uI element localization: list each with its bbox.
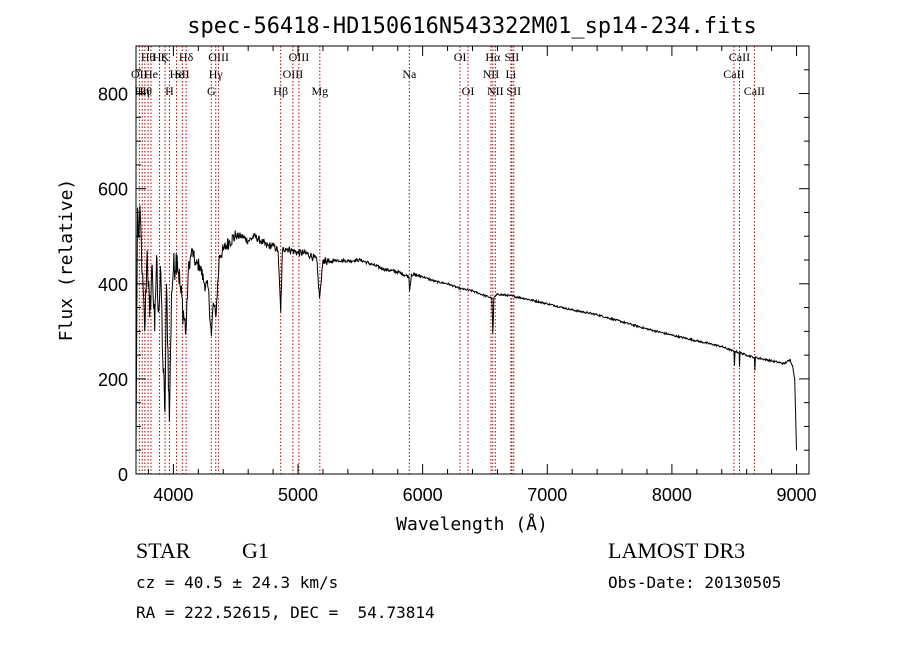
y-tick-label: 200	[98, 370, 128, 390]
x-tick-label: 7000	[527, 485, 567, 505]
spectral-line-label: Hβ	[273, 84, 288, 98]
spectral-line-label: OIII	[283, 67, 304, 81]
spectral-line-label: Hη	[135, 84, 150, 98]
x-tick-label: 8000	[652, 485, 692, 505]
plot-frame	[135, 45, 810, 475]
spectral-line-label: Hδ	[179, 50, 194, 64]
x-tick-label: 9000	[777, 485, 817, 505]
x-tick-label: 4000	[153, 485, 193, 505]
y-tick-label: 600	[98, 180, 128, 200]
spectral-line-label: Hα	[485, 50, 501, 64]
spectral-line-label: NII	[487, 84, 504, 98]
chart-title: spec-56418-HD150616N543322M01_sp14-234.f…	[187, 14, 757, 39]
flux-series-line	[135, 205, 797, 451]
redshift-readout: cz = 40.5 ± 24.3 km/s	[136, 573, 339, 592]
spectral-line-label: CaII	[729, 50, 750, 64]
x-axis-label: Wavelength (Å)	[396, 513, 548, 535]
spectral-line-label: G	[207, 84, 216, 98]
spectral-line-label: OI	[454, 50, 467, 64]
y-tick-label: 0	[118, 465, 128, 485]
spectral-line-label: He	[144, 67, 158, 81]
spectral-line-label: OIII	[289, 50, 310, 64]
spectral-line-label: SII	[506, 84, 521, 98]
spectral-line-label: Hθ	[138, 84, 153, 98]
spectral-line-label: OI	[462, 84, 475, 98]
spectral-line-label: Hγ	[209, 67, 224, 81]
spectral-line-label: OIII	[208, 50, 229, 64]
spectral-line-label: NII	[483, 67, 500, 81]
survey-name: LAMOST DR3	[608, 538, 746, 563]
observation-date: Obs-Date: 20130505	[608, 573, 782, 592]
spectral-line-label: SII	[505, 50, 520, 64]
x-tick-label: 5000	[278, 485, 318, 505]
y-tick-label: 400	[98, 275, 128, 295]
spectral-line-label: H	[165, 84, 174, 98]
x-axis-ticks: 4000 5000 6000 7000 8000 9000	[147, 46, 817, 505]
y-axis-ticks: 0 200 400 600 800	[98, 69, 809, 485]
y-tick-label: 800	[98, 85, 128, 105]
spectral-line-label: CaII	[723, 67, 744, 81]
spectral-line-label: He	[170, 67, 184, 81]
spectral-line-label: Na	[402, 67, 417, 81]
spectral-line-label: CaII	[744, 84, 765, 98]
spectral-line-label: OII	[131, 67, 148, 81]
y-axis-label: Flux (relative)	[56, 179, 77, 342]
spectral-line-label: Mg	[311, 84, 328, 98]
spectral-line-label: Li	[506, 67, 517, 81]
spectral-line-label: SII	[175, 67, 190, 81]
spectral-line-labels: OIIHηHθHθHeHζKHHeSIIHδGHγOIIIHβOIIIOIIIM…	[131, 50, 765, 98]
spectral-line-markers	[138, 46, 755, 474]
x-tick-label: 6000	[403, 485, 443, 505]
coordinates-readout: RA = 222.52615, DEC = 54.73814	[136, 603, 435, 622]
object-subclass: G1	[242, 538, 269, 563]
object-class: STAR	[136, 538, 191, 563]
spectral-line-label: Hζ	[153, 50, 167, 64]
spectral-line-label: K	[161, 50, 170, 64]
spectral-line-label: Hθ	[141, 50, 156, 64]
